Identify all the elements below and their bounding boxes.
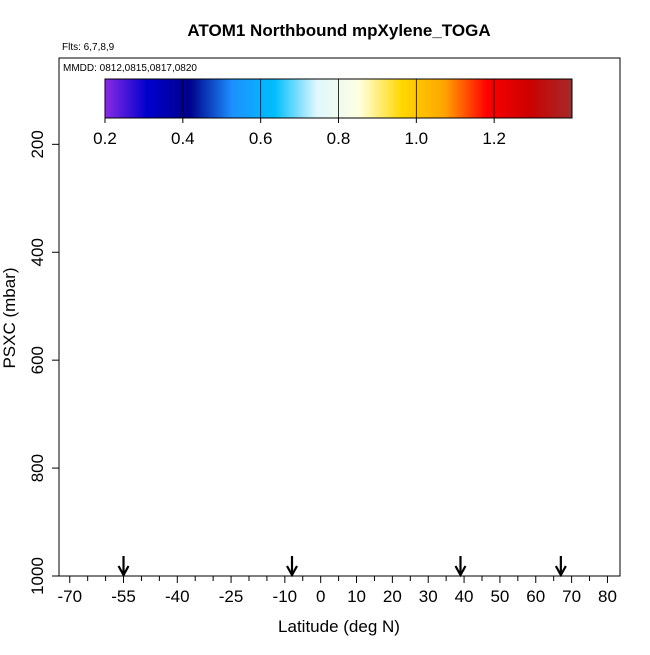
x-tick-label: 60: [526, 587, 545, 606]
y-tick-label: 400: [28, 238, 47, 266]
x-tick-label: 70: [562, 587, 581, 606]
y-axis: 200 400 600 800 1000: [28, 130, 59, 595]
y-tick-label: 800: [28, 454, 47, 482]
x-tick-label: 10: [347, 587, 366, 606]
x-tick-label: 80: [598, 587, 617, 606]
latitude-arrow: [117, 556, 130, 578]
colorbar-tick-label: 1.2: [482, 129, 506, 148]
colorbar: 0.2 0.4 0.6 0.8 1.0 1.2: [93, 78, 573, 148]
colorbar-tick-label: 0.4: [171, 129, 195, 148]
y-tick-label: 600: [28, 346, 47, 374]
x-tick-label: -40: [165, 587, 190, 606]
latitude-arrows: [117, 556, 567, 578]
latitude-arrow: [454, 556, 467, 578]
latitude-arrow: [554, 556, 567, 578]
colorbar-tick-label: 0.8: [327, 129, 351, 148]
x-tick-label: 30: [419, 587, 438, 606]
arrow-head: [117, 565, 130, 578]
x-tick-label: 0: [316, 587, 325, 606]
flights-label: Flts: 6,7,8,9: [62, 42, 115, 53]
y-tick-label: 1000: [28, 557, 47, 595]
x-tick-label: 50: [490, 587, 509, 606]
chart-title: ATOM1 Northbound mpXylene_TOGA: [187, 21, 490, 40]
arrow-head: [454, 565, 467, 578]
y-axis-label: PSXC (mbar): [0, 267, 19, 368]
mmdd-label: MMDD: 0812,0815,0817,0820: [63, 63, 197, 74]
x-tick-label: -55: [111, 587, 136, 606]
colorbar-tick-label: 0.6: [249, 129, 273, 148]
colorbar-tick-label: 0.2: [93, 129, 117, 148]
plot-frame: [58, 57, 621, 577]
colorbar-tick-label: 1.0: [405, 129, 429, 148]
x-tick-label: 20: [383, 587, 402, 606]
arrow-head: [554, 565, 567, 578]
arrow-head: [286, 565, 298, 578]
y-tick-label: 200: [28, 130, 47, 158]
x-axis: -70 -55 -40 -25 -10 0 10 20 30 40 50 60 70 80: [57, 576, 617, 606]
x-tick-label: -25: [219, 587, 244, 606]
x-axis-label: Latitude (deg N): [278, 617, 400, 636]
latitude-arrow: [286, 556, 298, 578]
x-tick-label: -70: [57, 587, 82, 606]
x-tick-label: -10: [273, 587, 298, 606]
x-tick-label: 40: [455, 587, 474, 606]
